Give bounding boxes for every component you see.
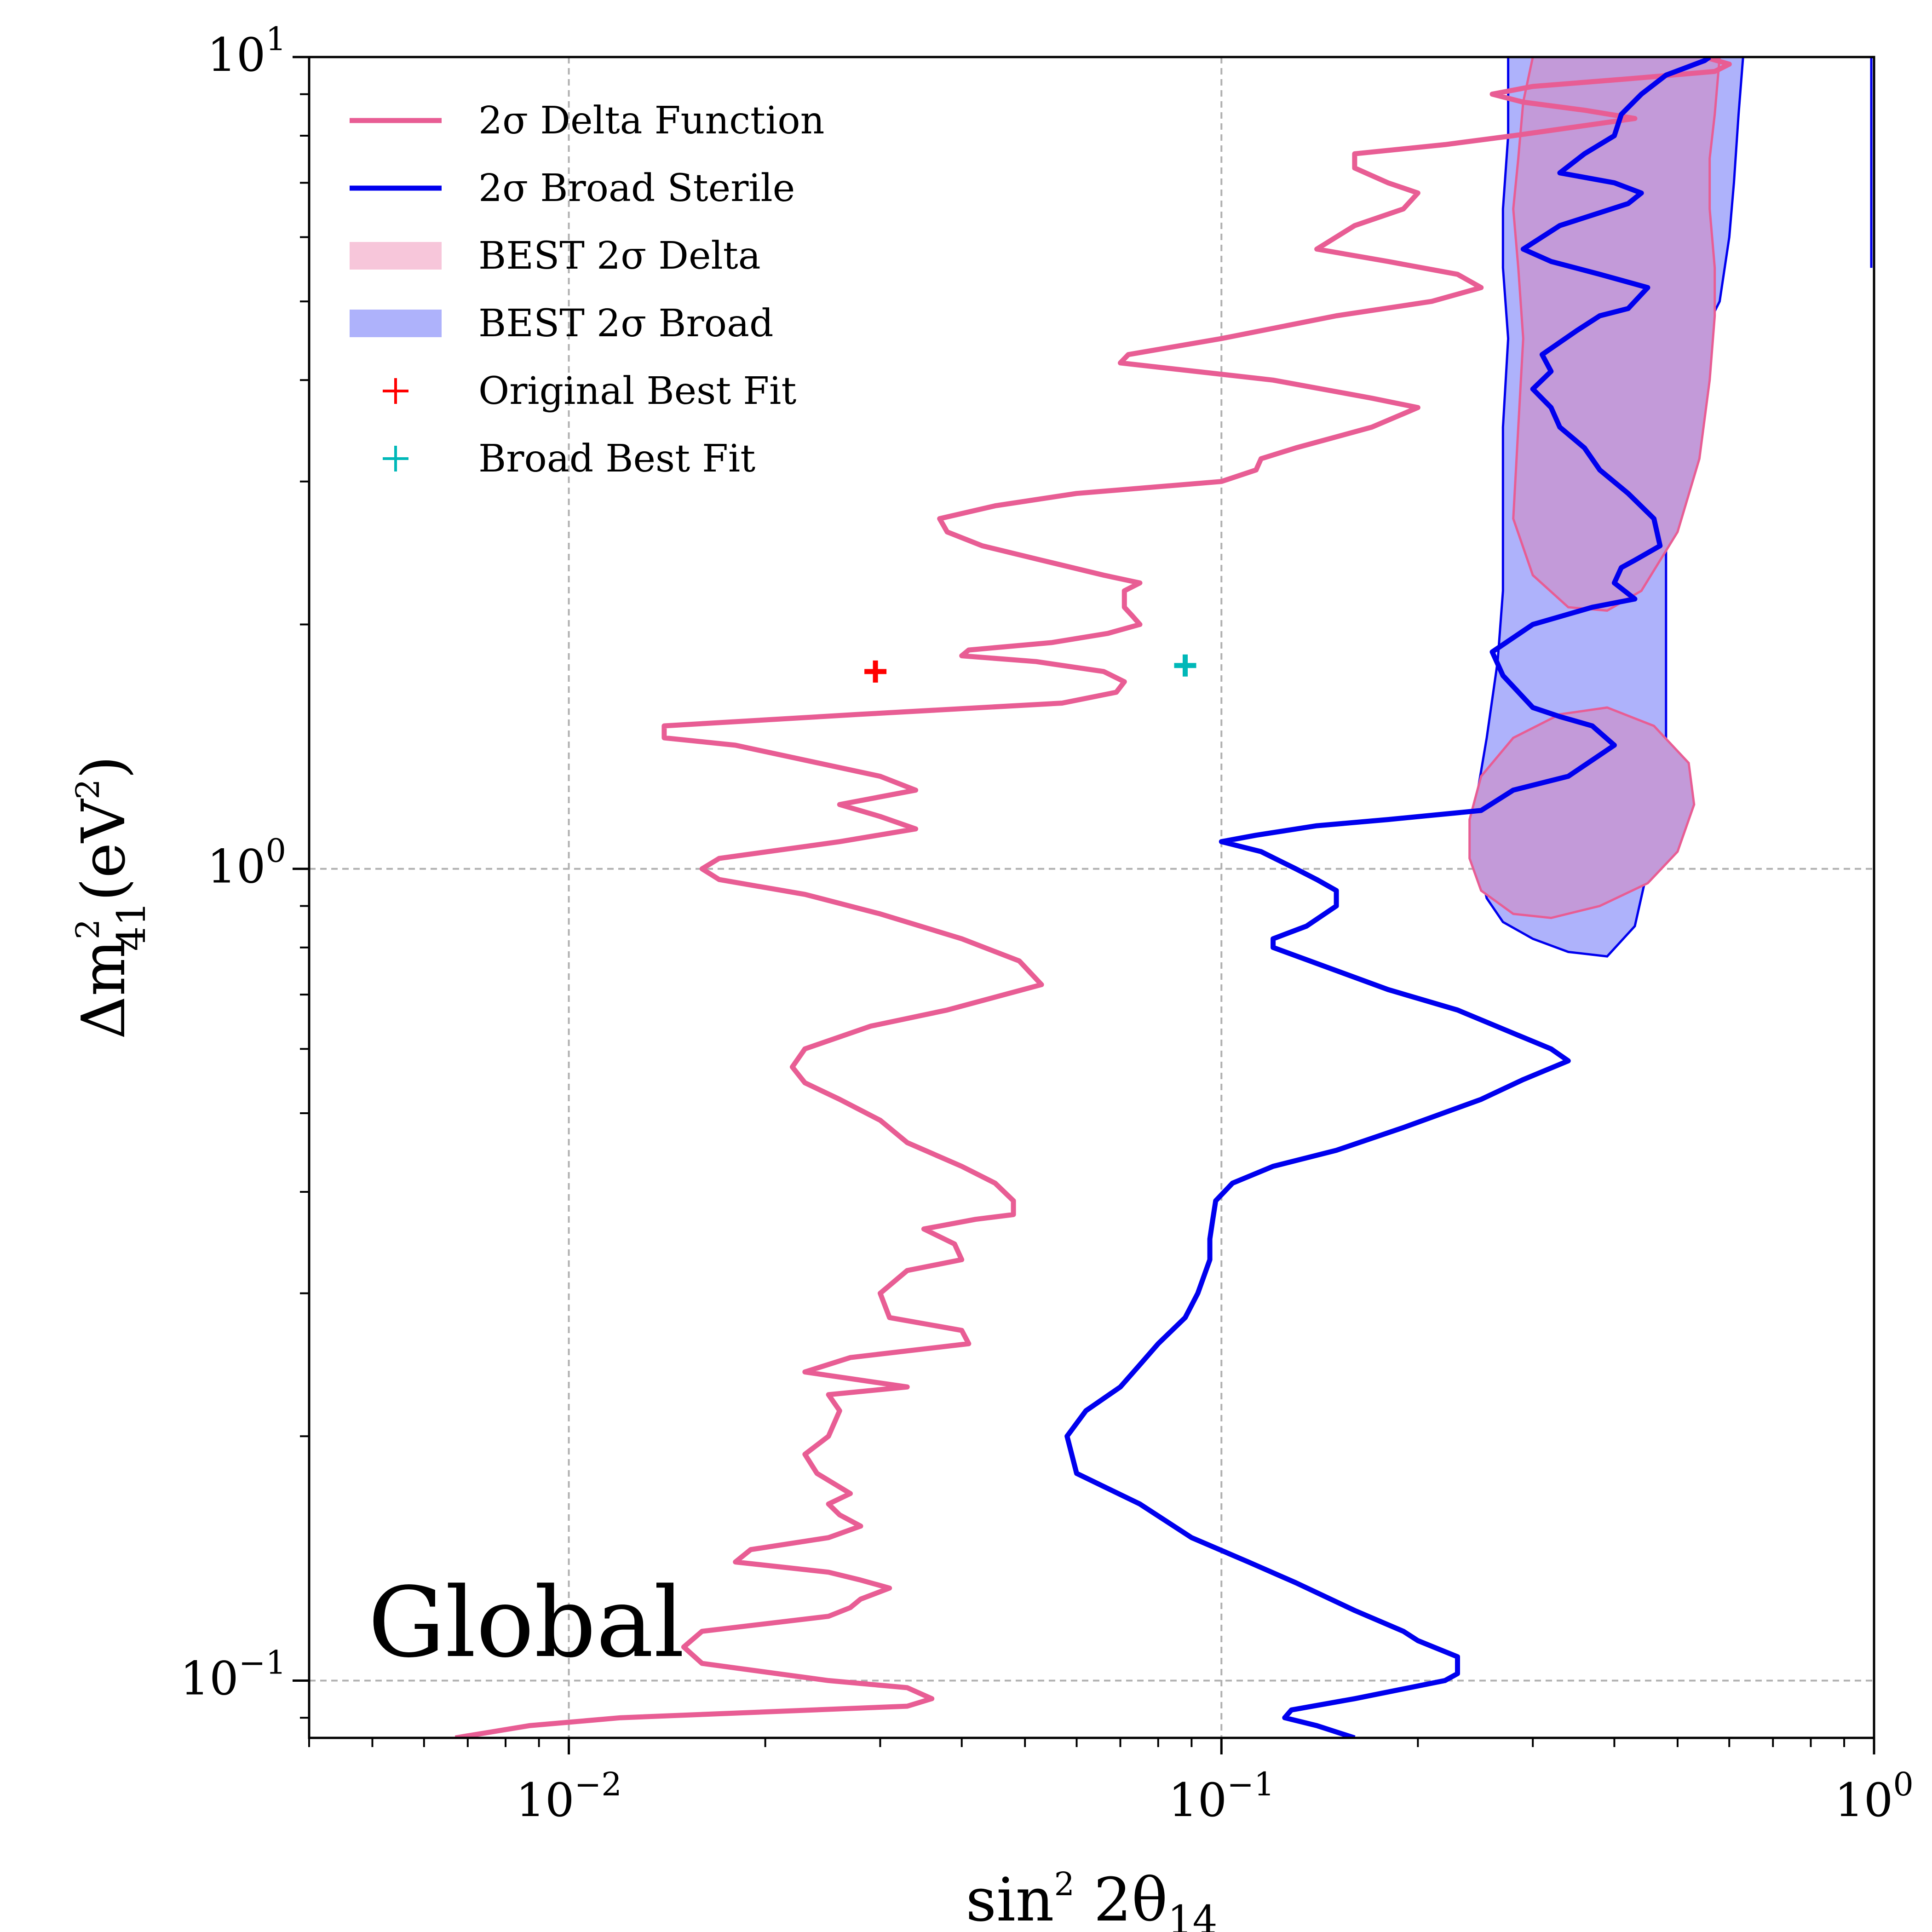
legend-item-0: 2σ Delta Function (350, 99, 824, 143)
plot-frame (308, 56, 1875, 1739)
legend-item-2: BEST 2σ Delta (350, 234, 761, 278)
legend-label-4: Original Best Fit (478, 369, 796, 413)
legend-item-3: BEST 2σ Broad (350, 302, 773, 345)
legend-swatch-3 (350, 310, 442, 337)
axis-ticks: 10−2 10−1 100 10−1 100 101 (180, 20, 1914, 1827)
y-axis-label-group: Δm241(eV2) (69, 756, 155, 1040)
x-axis-label: sin2 2θ14 (966, 1865, 1217, 1932)
y-axis-label: Δm241(eV2) (69, 756, 155, 1040)
best-fit-marker-0 (864, 660, 887, 683)
legend: 2σ Delta Function 2σ Broad Sterile BEST 2σ… (350, 99, 824, 481)
x-tick-label-0: 10−2 (516, 1765, 621, 1827)
legend-swatch-5 (383, 446, 408, 472)
x-tick-label-2: 100 (1834, 1765, 1914, 1827)
y-tick-label-2: 101 (207, 20, 286, 82)
best-regions (1468, 57, 1744, 958)
y-tick-label-1: 100 (207, 832, 286, 894)
legend-label-2: BEST 2σ Delta (478, 234, 761, 278)
best-fit-markers (864, 654, 1196, 683)
legend-item-4: Original Best Fit (383, 369, 796, 413)
contour-series (454, 57, 1873, 1738)
legend-label-1: 2σ Broad Sterile (478, 167, 795, 210)
series-line-0 (454, 57, 1732, 1738)
x-tick-label-1: 10−1 (1168, 1765, 1274, 1827)
legend-label-0: 2σ Delta Function (478, 99, 824, 143)
series-line-1 (1064, 57, 1711, 1738)
legend-swatch-4 (383, 378, 408, 404)
legend-label-3: BEST 2σ Broad (478, 302, 773, 345)
legend-item-1: 2σ Broad Sterile (350, 167, 795, 210)
best-fit-marker-1 (1174, 654, 1196, 677)
legend-swatch-2 (350, 242, 442, 270)
legend-label-5: Broad Best Fit (478, 437, 755, 481)
legend-item-5: Broad Best Fit (383, 437, 755, 481)
y-tick-label-0: 10−1 (180, 1644, 286, 1705)
region-best-2-delta-low- (1468, 706, 1696, 920)
global-annotation: Global (368, 1566, 684, 1679)
